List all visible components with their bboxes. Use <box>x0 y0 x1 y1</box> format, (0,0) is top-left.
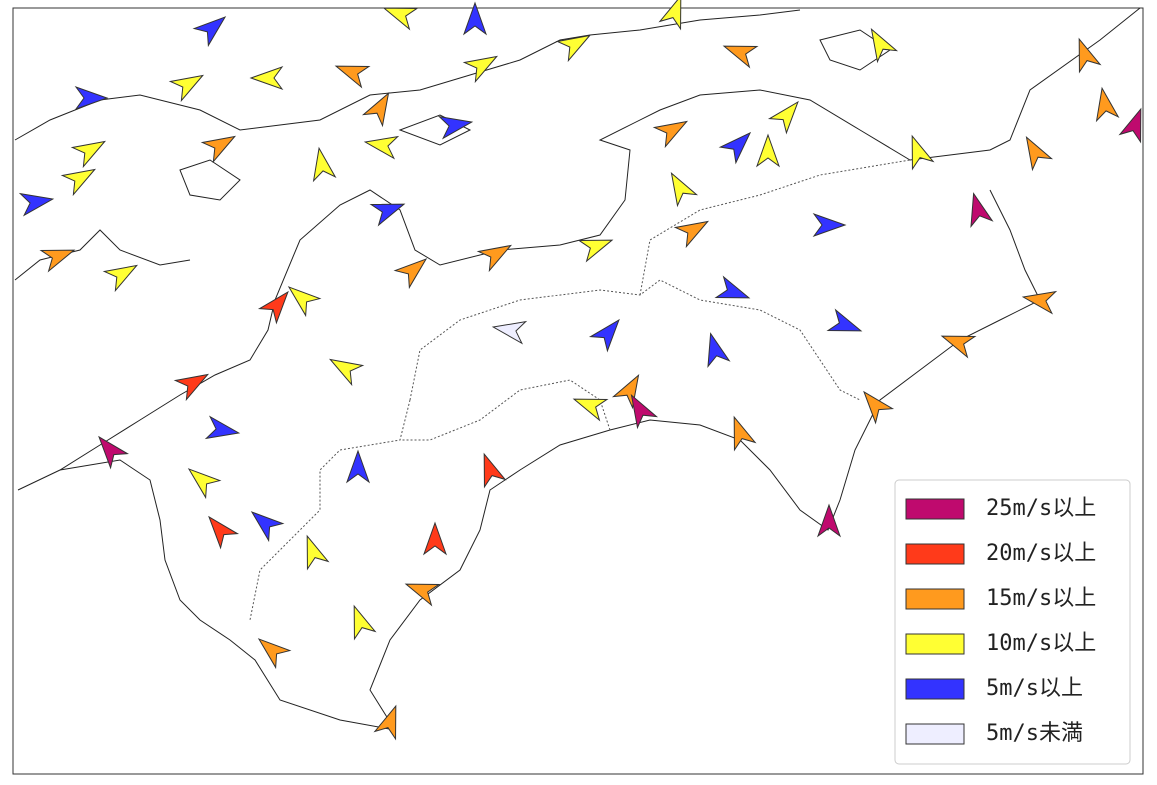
legend-label: 10m/s以上 <box>986 631 1096 656</box>
wind-arrow <box>826 308 863 332</box>
legend: 25m/s以上 20m/s以上 15m/s以上 10m/s以上 5m/s以上 5m/s未満 <box>894 479 1131 765</box>
wind-arrow <box>393 258 428 290</box>
wind-arrow <box>74 85 109 111</box>
wind-arrow <box>173 373 210 402</box>
legend-swatch <box>905 588 965 610</box>
wind-arrow <box>102 264 139 293</box>
wind-arrow <box>404 583 441 607</box>
wind-arrow <box>363 135 400 160</box>
wind-arrow <box>588 318 620 353</box>
legend-swatch <box>905 498 965 520</box>
wind-arrow <box>39 249 76 273</box>
legend-label: 25m/s以上 <box>986 496 1096 521</box>
legend-label: 15m/s以上 <box>986 586 1096 611</box>
wind-arrow <box>1025 135 1054 172</box>
wind-arrow <box>970 192 994 228</box>
wind-arrow <box>812 212 847 238</box>
legend-swatch <box>905 678 965 700</box>
wind-arrow <box>312 146 337 183</box>
wind-arrow <box>187 468 222 500</box>
wind-arrow <box>353 604 377 641</box>
wind-arrow <box>555 34 592 63</box>
wind-arrow <box>491 320 528 345</box>
legend-label: 5m/s以上 <box>986 676 1083 701</box>
wind-arrow <box>373 704 397 741</box>
wind-arrow <box>18 192 55 217</box>
wind-arrow <box>718 131 752 165</box>
wind-arrow <box>1095 86 1120 123</box>
wind-arrow <box>462 55 499 84</box>
legend-swatch <box>905 723 965 745</box>
coastlines <box>14 7 1141 731</box>
wind-arrow <box>707 332 731 368</box>
wind-arrow <box>369 203 406 227</box>
wind-arrow <box>257 290 289 325</box>
wind-arrow <box>60 168 97 197</box>
wind-arrow <box>345 449 371 484</box>
wind-arrow <box>287 286 322 318</box>
wind-arrow <box>733 415 757 452</box>
wind-arrow <box>168 74 205 103</box>
wind-arrow <box>673 220 710 249</box>
wind-arrow <box>437 115 474 140</box>
wind-arrow <box>476 244 513 273</box>
wind-arrow <box>98 435 130 470</box>
wind-arrow <box>767 100 799 135</box>
wind-arrow <box>204 415 241 440</box>
wind-arrow <box>714 275 751 299</box>
wind-arrow <box>1021 290 1058 315</box>
wind-arrow <box>249 65 284 91</box>
wind-arrow <box>940 335 977 359</box>
wind-arrow <box>483 452 507 489</box>
wind-arrow <box>722 45 759 69</box>
legend-swatch <box>905 633 965 655</box>
legend-label: 5m/s未満 <box>986 721 1083 746</box>
wind-arrow <box>462 1 488 36</box>
legend-label: 20m/s以上 <box>986 541 1096 566</box>
wind-arrow <box>306 534 330 571</box>
wind-arrow <box>208 515 240 550</box>
wind-arrow <box>577 239 614 263</box>
wind-arrow <box>328 358 365 387</box>
wind-arrows <box>18 0 1142 741</box>
wind-arrow <box>1118 107 1142 144</box>
legend-items: 25m/s以上 20m/s以上 15m/s以上 10m/s以上 5m/s以上 5m/s未満 <box>905 496 1096 746</box>
wind-arrow <box>200 135 237 164</box>
wind-arrow <box>1078 37 1102 74</box>
wind-arrow <box>870 27 899 64</box>
legend-swatch <box>905 543 965 565</box>
wind-arrow <box>382 7 419 31</box>
wind-arrow <box>755 133 781 168</box>
wind-arrow <box>361 91 390 128</box>
wind-arrow <box>257 638 292 670</box>
wind-arrow <box>70 140 107 169</box>
wind-arrow <box>630 393 659 430</box>
prefecture-borders <box>249 159 911 621</box>
wind-arrow <box>670 171 699 208</box>
wind-arrow <box>192 16 227 48</box>
wind-arrow <box>658 0 682 31</box>
wind-arrow <box>911 134 935 171</box>
wind-arrow <box>572 398 609 422</box>
wind-arrow <box>422 521 448 556</box>
wind-arrow <box>334 65 371 89</box>
wind-arrow <box>816 503 842 538</box>
wind-arrow <box>250 511 285 543</box>
wind-arrow <box>863 390 895 425</box>
wind-arrow <box>652 120 689 149</box>
